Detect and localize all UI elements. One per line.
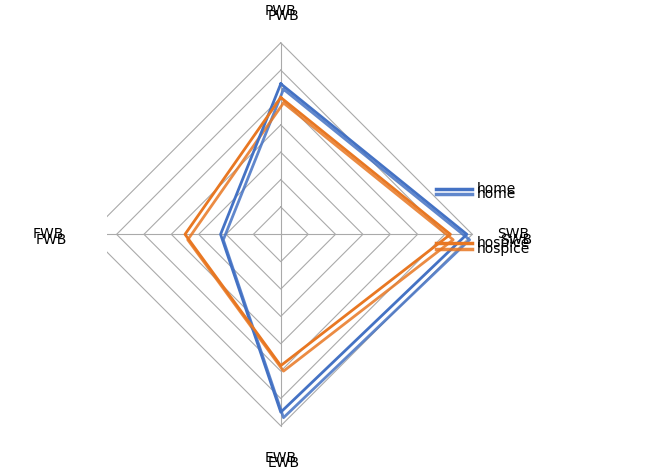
Text: SWB: SWB	[497, 228, 529, 241]
Text: FWB: FWB	[33, 228, 64, 241]
Text: PWB: PWB	[268, 9, 299, 23]
Text: home: home	[477, 182, 516, 196]
Text: EWB: EWB	[265, 451, 297, 465]
Text: hospice: hospice	[477, 242, 530, 256]
Text: EWB: EWB	[268, 456, 299, 471]
Text: hospice: hospice	[477, 236, 530, 250]
Text: PWB: PWB	[265, 4, 297, 18]
Text: FWB: FWB	[36, 233, 67, 247]
Text: SWB: SWB	[500, 233, 532, 247]
Text: home: home	[477, 187, 516, 201]
